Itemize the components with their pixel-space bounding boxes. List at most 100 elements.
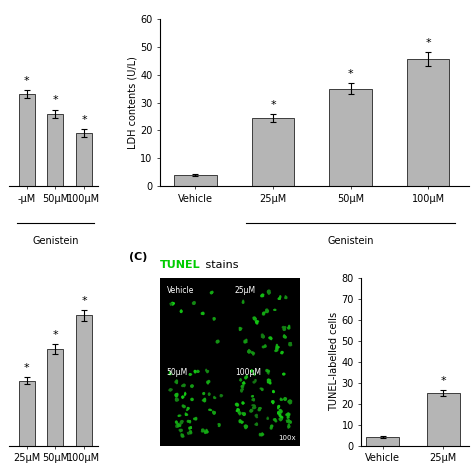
Text: *: * bbox=[440, 376, 446, 386]
Ellipse shape bbox=[176, 382, 177, 383]
Ellipse shape bbox=[210, 292, 212, 294]
Ellipse shape bbox=[273, 391, 274, 392]
Ellipse shape bbox=[182, 405, 184, 406]
Ellipse shape bbox=[207, 381, 208, 383]
Ellipse shape bbox=[172, 303, 174, 304]
Ellipse shape bbox=[182, 396, 183, 398]
Ellipse shape bbox=[172, 303, 174, 304]
Ellipse shape bbox=[176, 422, 178, 423]
Ellipse shape bbox=[175, 381, 176, 383]
Ellipse shape bbox=[284, 336, 286, 338]
Ellipse shape bbox=[252, 405, 254, 406]
Ellipse shape bbox=[170, 390, 171, 391]
Ellipse shape bbox=[271, 425, 273, 428]
Ellipse shape bbox=[177, 424, 179, 426]
Ellipse shape bbox=[243, 301, 244, 302]
Ellipse shape bbox=[289, 421, 291, 423]
Ellipse shape bbox=[282, 352, 283, 354]
Ellipse shape bbox=[184, 394, 185, 395]
Text: Genistein: Genistein bbox=[327, 237, 374, 246]
Ellipse shape bbox=[244, 340, 246, 342]
Ellipse shape bbox=[251, 370, 252, 371]
Ellipse shape bbox=[265, 311, 267, 312]
Ellipse shape bbox=[268, 292, 270, 293]
Ellipse shape bbox=[209, 393, 210, 395]
Text: stains: stains bbox=[202, 260, 238, 270]
Ellipse shape bbox=[211, 292, 213, 293]
Ellipse shape bbox=[268, 380, 269, 383]
Ellipse shape bbox=[256, 417, 257, 418]
Ellipse shape bbox=[279, 415, 281, 417]
Ellipse shape bbox=[250, 410, 252, 412]
Ellipse shape bbox=[283, 335, 285, 337]
Ellipse shape bbox=[241, 421, 243, 423]
Ellipse shape bbox=[272, 401, 273, 402]
Ellipse shape bbox=[190, 420, 191, 423]
Ellipse shape bbox=[176, 421, 177, 422]
Ellipse shape bbox=[289, 343, 290, 345]
Ellipse shape bbox=[255, 424, 257, 425]
Ellipse shape bbox=[262, 294, 264, 295]
Ellipse shape bbox=[269, 380, 271, 382]
Ellipse shape bbox=[255, 415, 256, 416]
Ellipse shape bbox=[185, 413, 186, 415]
Ellipse shape bbox=[215, 397, 216, 399]
Ellipse shape bbox=[265, 309, 268, 311]
Ellipse shape bbox=[278, 405, 280, 407]
Bar bbox=[232, 283, 296, 360]
Ellipse shape bbox=[175, 394, 177, 395]
Ellipse shape bbox=[194, 371, 196, 372]
Ellipse shape bbox=[172, 302, 173, 304]
Text: (C): (C) bbox=[129, 252, 148, 262]
Ellipse shape bbox=[281, 353, 283, 354]
Ellipse shape bbox=[263, 313, 264, 315]
Ellipse shape bbox=[211, 292, 212, 293]
Ellipse shape bbox=[284, 327, 286, 328]
Ellipse shape bbox=[247, 351, 250, 353]
Text: *: * bbox=[425, 38, 431, 48]
Ellipse shape bbox=[250, 410, 253, 412]
Text: *: * bbox=[24, 76, 29, 86]
Ellipse shape bbox=[288, 416, 289, 417]
Ellipse shape bbox=[242, 389, 243, 390]
Ellipse shape bbox=[270, 383, 271, 384]
Ellipse shape bbox=[284, 328, 285, 330]
Ellipse shape bbox=[286, 414, 288, 416]
Ellipse shape bbox=[267, 310, 268, 311]
Ellipse shape bbox=[208, 381, 210, 383]
Ellipse shape bbox=[197, 371, 199, 372]
Ellipse shape bbox=[237, 410, 238, 411]
Ellipse shape bbox=[209, 409, 211, 410]
Ellipse shape bbox=[175, 394, 177, 395]
Ellipse shape bbox=[176, 393, 178, 396]
Bar bbox=[174, 175, 217, 186]
Ellipse shape bbox=[255, 321, 257, 323]
Ellipse shape bbox=[290, 401, 292, 402]
Ellipse shape bbox=[239, 328, 240, 330]
Ellipse shape bbox=[268, 380, 269, 382]
Ellipse shape bbox=[255, 321, 257, 322]
Text: 50μM: 50μM bbox=[167, 368, 188, 377]
Ellipse shape bbox=[240, 380, 242, 381]
Ellipse shape bbox=[251, 352, 253, 353]
Ellipse shape bbox=[289, 326, 290, 327]
Ellipse shape bbox=[189, 420, 191, 422]
Ellipse shape bbox=[240, 328, 242, 329]
Ellipse shape bbox=[253, 354, 254, 355]
Ellipse shape bbox=[176, 400, 178, 401]
Ellipse shape bbox=[280, 410, 281, 412]
Ellipse shape bbox=[190, 432, 191, 433]
Ellipse shape bbox=[267, 370, 269, 372]
Ellipse shape bbox=[181, 435, 183, 437]
Ellipse shape bbox=[203, 399, 205, 401]
Ellipse shape bbox=[289, 425, 290, 428]
Ellipse shape bbox=[213, 319, 214, 320]
Ellipse shape bbox=[204, 400, 206, 401]
Ellipse shape bbox=[181, 429, 182, 431]
Bar bbox=[76, 315, 92, 446]
Ellipse shape bbox=[272, 401, 274, 403]
Ellipse shape bbox=[259, 408, 261, 409]
Ellipse shape bbox=[288, 415, 290, 416]
Bar bbox=[47, 349, 63, 446]
Ellipse shape bbox=[288, 327, 290, 329]
